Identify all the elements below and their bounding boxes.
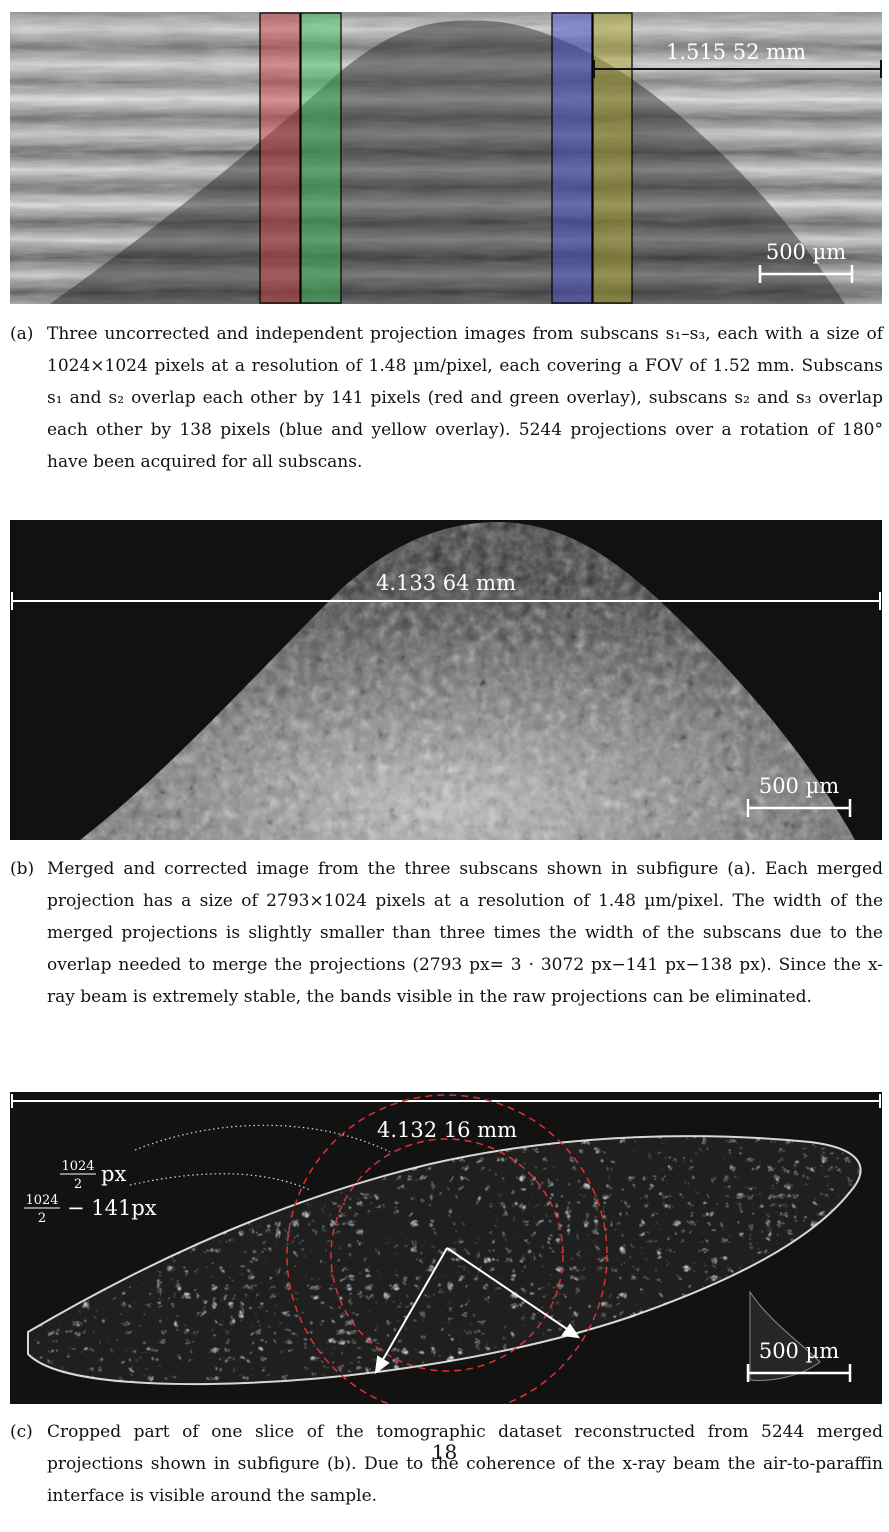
scale-bar: [746, 1364, 852, 1382]
scale-bar-label: 500 µm: [766, 240, 846, 264]
width-measure-bar: [11, 1094, 881, 1108]
figure-a-caption-text: Three uncorrected and independent projec…: [47, 324, 883, 472]
radius-arrows: [374, 1247, 581, 1375]
scale-bar: [758, 265, 854, 283]
figure-c-panel: 4.132 16 mm 1024 2 px 1024 2 − 141px 500…: [10, 1092, 882, 1404]
figure-b-merged-image: 4.133 64 mm 500 µm: [10, 520, 882, 840]
figure-a-caption-label: (a): [10, 324, 34, 344]
outer-radius-label: 1024 2 px: [60, 1159, 126, 1192]
figure-a-projection-image: 1.515 52 mm 500 µm: [10, 12, 882, 304]
page-number: 18: [431, 1440, 458, 1464]
width-measure-label: 4.132 16 mm: [377, 1118, 517, 1142]
scale-bar-label: 500 µm: [759, 774, 839, 798]
figure-b-panel: 4.133 64 mm 500 µm: [10, 520, 882, 840]
overlay-green-strip: [300, 12, 342, 304]
scale-bar-label: 500 µm: [759, 1339, 839, 1363]
inner-radius-suffix: − 141px: [67, 1196, 157, 1220]
figure-a-caption: (a) Three uncorrected and independent pr…: [10, 318, 883, 478]
figure-c-slice-image: 4.132 16 mm 1024 2 px 1024 2 − 141px 500…: [10, 1092, 882, 1404]
inner-radius-denominator: 2: [38, 1211, 46, 1226]
inner-radius-leader: [129, 1173, 311, 1191]
width-measure-bar: [11, 592, 881, 610]
figure-a-panel: 1.515 52 mm 500 µm: [10, 12, 882, 304]
figure-b-caption-text: Merged and corrected image from the thre…: [47, 859, 883, 1007]
outer-radius-leader: [134, 1124, 391, 1153]
figure-b-caption-label: (b): [10, 859, 35, 879]
outer-radius-circle: [286, 1094, 608, 1404]
scale-bar: [746, 799, 852, 817]
sample-silhouette: [50, 20, 845, 304]
figure-c-caption-label: (c): [10, 1422, 33, 1442]
overlay-blue-strip: [551, 12, 593, 304]
figure-c-caption-text: Cropped part of one slice of the tomogra…: [47, 1422, 883, 1506]
fov-measure-bar: [593, 60, 882, 78]
outer-radius-denominator: 2: [74, 1177, 82, 1192]
fov-measure-label: 1.515 52 mm: [666, 40, 806, 64]
inner-radius-circle: [330, 1138, 564, 1372]
width-measure-label: 4.133 64 mm: [376, 571, 516, 595]
outer-radius-numerator: 1024: [61, 1159, 94, 1174]
inner-radius-label: 1024 2 − 141px: [24, 1193, 157, 1226]
figure-c-caption: (c) Cropped part of one slice of the tom…: [10, 1416, 883, 1512]
figure-b-caption: (b) Merged and corrected image from the …: [10, 853, 883, 1013]
overlay-red-strip: [259, 12, 301, 304]
outer-radius-unit: px: [101, 1162, 126, 1186]
overlay-yellow-strip: [592, 12, 633, 304]
inner-radius-numerator: 1024: [25, 1193, 58, 1208]
